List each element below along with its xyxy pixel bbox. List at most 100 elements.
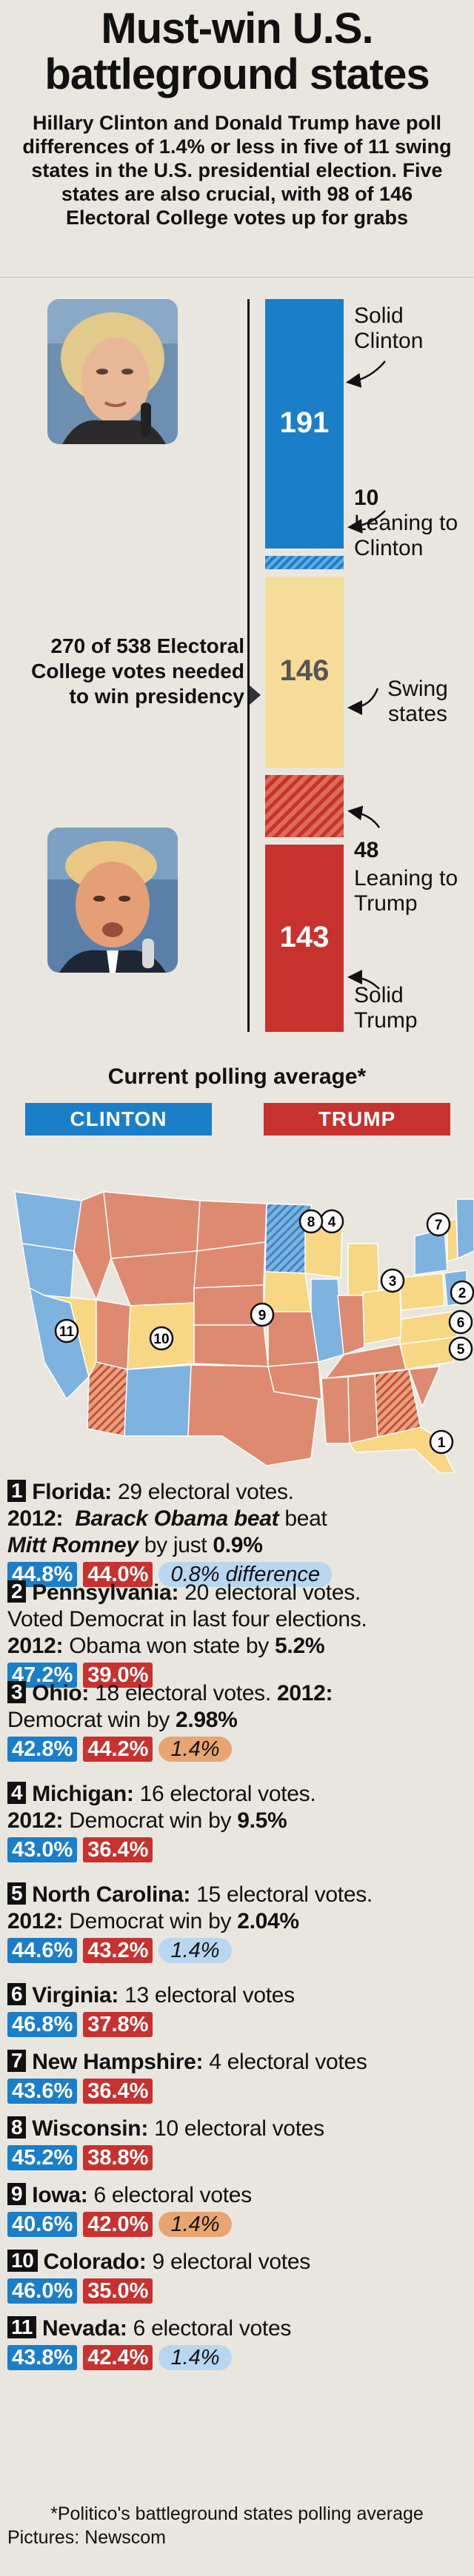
state-detail-text: Democrat win by	[63, 1808, 238, 1833]
state-number: 3	[7, 1681, 27, 1703]
trump-poll-value: 43.2%	[83, 1938, 153, 1963]
state-number: 9	[7, 2183, 27, 2205]
value-label-swing: 146	[279, 654, 330, 687]
clinton-legend: CLINTON	[25, 1103, 212, 1136]
value-label-solid-clinton: 191	[279, 406, 330, 439]
map-marker-label: 3	[389, 1274, 397, 1289]
trump-poll-value: 42.4%	[83, 2345, 153, 2370]
trump-poll-value: 38.8%	[83, 2145, 153, 2170]
state-name: Ohio:	[32, 1681, 90, 1705]
state-number: 5	[7, 1882, 27, 1905]
state-number: 1	[7, 1480, 27, 1502]
value-label-solid-trump: 143	[279, 920, 330, 953]
trump-photo	[47, 828, 178, 973]
trump-poll-value: 39.0%	[83, 1663, 153, 1688]
state-header: 6 Virginia: 13 electoral votes	[7, 1982, 467, 2009]
state-detail-text: Mitt Romney	[7, 1533, 138, 1557]
poll-difference: 0.8% difference	[158, 1562, 332, 1587]
clinton-poll-value: 46.0%	[7, 2278, 78, 2304]
state-votes: 10 electoral votes	[154, 2116, 324, 2141]
state-number: 10	[7, 2250, 38, 2272]
map-marker-label: 7	[435, 1218, 443, 1233]
state-detail-text: Democrat win by	[7, 1708, 176, 1732]
trump-legend: TRUMP	[264, 1103, 450, 1136]
value-label-lean-clinton: 10	[354, 486, 379, 510]
trump-poll-value: 35.0%	[83, 2278, 153, 2304]
state-detail-text: Voted Democrat in last four elections.	[7, 1607, 367, 1631]
divider	[0, 277, 474, 278]
state-header: 5 North Carolina: 15 electoral votes.	[7, 1882, 467, 1908]
poll-row: 44.6% 43.2% 1.4%	[7, 1938, 467, 1965]
state-item: 11 Nevada: 6 electoral votes 43.8% 42.4% 1.4…	[7, 2315, 467, 2372]
state-detail-text: Democrat win by	[63, 1909, 238, 1933]
state-votes: 13 electoral votes	[124, 1983, 295, 2008]
map-marker	[448, 1309, 473, 1335]
state-votes: 4 electoral votes	[209, 2050, 367, 2074]
map-marker	[429, 1429, 454, 1455]
state-votes: 6 electoral votes	[133, 2316, 292, 2341]
state-detail: Mitt Romney by just 0.9%	[7, 1532, 467, 1559]
map-marker-label: 1	[438, 1435, 446, 1451]
bar-solid-clinton	[265, 299, 344, 549]
state-detail: 2012: Barack Obama beat beat	[7, 1506, 327, 1531]
annotation-arrows	[346, 360, 386, 990]
map-marker	[298, 1209, 324, 1234]
state-votes: 18 electoral votes.	[95, 1681, 277, 1705]
bar-lean-trump	[265, 774, 344, 838]
state-2012-label: 2012:	[276, 1681, 333, 1705]
poll-difference: 1.4%	[158, 2212, 232, 2237]
trump-poll-value: 42.0%	[83, 2212, 153, 2237]
state-margin: 2.04%	[237, 1909, 299, 1933]
label-swing: Swing states	[387, 677, 448, 726]
clinton-poll-value: 43.0%	[7, 1837, 78, 1862]
state-name: Iowa:	[32, 2183, 88, 2207]
map-marker	[54, 1318, 79, 1344]
poll-difference: 1.4%	[158, 1737, 232, 1762]
state-votes: 9 electoral votes	[152, 2250, 311, 2274]
bar-solid-trump	[265, 845, 344, 1032]
map-marker-label: 6	[457, 1315, 465, 1331]
poll-row: 47.2% 39.0%	[7, 1663, 467, 1689]
state-detail: 2012: Democrat win by 9.5%	[7, 1808, 467, 1834]
poll-row: 44.8% 44.0% 0.8% difference	[7, 1562, 467, 1589]
state-margin: 9.5%	[237, 1808, 287, 1833]
state-name: Wisconsin:	[32, 2116, 149, 2141]
map-marker	[380, 1268, 405, 1293]
photo-credit: Pictures: Newscom	[7, 2527, 166, 2548]
state-item: 5 North Carolina: 15 electoral votes. 2012…	[7, 1882, 467, 1965]
state-name: North Carolina:	[32, 1882, 191, 1907]
state-number: 7	[7, 2050, 27, 2072]
state-votes: 15 electoral votes.	[196, 1882, 373, 1907]
state-header: 4 Michigan: 16 electoral votes.	[7, 1781, 467, 1808]
state-votes: 6 electoral votes	[93, 2183, 253, 2207]
value-label-lean-trump: 48	[354, 838, 379, 862]
label-lean-clinton: Leaning to Clinton	[354, 511, 458, 560]
state-number: 8	[7, 2116, 27, 2139]
map-marker	[250, 1302, 275, 1327]
trump-poll-value: 44.2%	[83, 1737, 153, 1762]
state-name: Florida:	[32, 1480, 112, 1504]
state-margin: 2.98%	[175, 1708, 238, 1732]
state-2012-label: 2012:	[7, 1909, 64, 1933]
poll-row: 46.0% 35.0%	[7, 2278, 467, 2305]
map-marker	[448, 1336, 473, 1361]
polling-title: Current polling average*	[107, 1064, 367, 1089]
state-header: 2 Pennsylvania: 20 electoral votes.	[7, 1580, 467, 1606]
clinton-photo	[47, 299, 178, 444]
state-detail: Democrat win by 2.98%	[7, 1707, 467, 1734]
map-marker	[149, 1326, 174, 1351]
clinton-poll-value: 46.8%	[7, 2012, 78, 2037]
state-header: 1 Florida: 29 electoral votes.	[7, 1479, 467, 1506]
state-item: 6 Virginia: 13 electoral votes 46.8% 37.8%	[7, 1982, 467, 2039]
clinton-poll-value: 45.2%	[7, 2145, 78, 2170]
poll-row: 43.8% 42.4% 1.4%	[7, 2345, 467, 2372]
state-votes: 29 electoral votes.	[117, 1480, 294, 1504]
bar-swing	[265, 576, 344, 768]
state-2012-label: 2012:	[7, 1808, 64, 1833]
label-solid-trump: Solid Trump	[354, 983, 418, 1033]
clinton-poll-value: 42.8%	[7, 1737, 78, 1762]
state-name: Nevada:	[42, 2316, 127, 2341]
state-item: 3 Ohio: 18 electoral votes. 2012: Democrat…	[7, 1680, 467, 1763]
bar-lean-clinton	[265, 556, 344, 569]
poll-row: 43.6% 36.4%	[7, 2079, 467, 2105]
